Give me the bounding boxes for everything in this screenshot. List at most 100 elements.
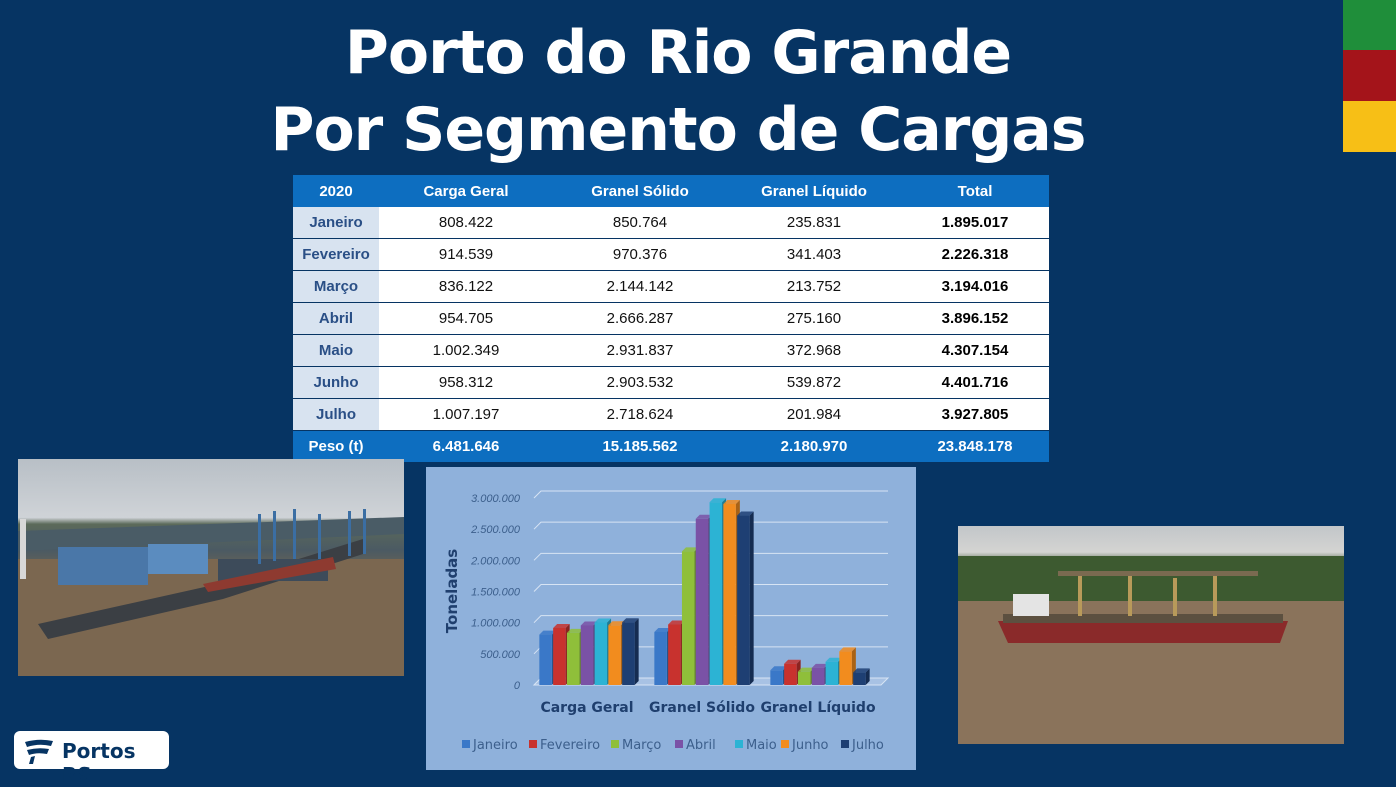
y-tick-label: 2.500.000 [470,524,521,536]
legend-label: Maio [746,738,777,753]
flag-stripe-green [1343,0,1396,50]
cell-carga-geral: 954.705 [379,302,553,335]
cell-month: Janeiro [293,207,379,239]
table-row: Janeiro 808.422 850.764 235.831 1.895.017 [293,207,1049,239]
cell-total: 3.896.152 [901,302,1049,335]
chart-svg: 0 500.000 1.000.000 1.500.000 2.000.000 2.500… [443,490,890,753]
legend-swatch [735,740,743,748]
bar-julho-0 [622,618,639,685]
cell-carga-geral: 836.122 [379,270,553,303]
cell-granel-solido: 2.144.142 [553,270,727,303]
table-row: Fevereiro 914.539 970.376 341.403 2.226.318 [293,238,1049,271]
table-row: Julho 1.007.197 2.718.624 201.984 3.927.805 [293,398,1049,431]
cell-month: Maio [293,334,379,367]
page-title-line1: Porto do Rio Grande [344,18,1012,88]
cell-granel-liquido: 201.984 [727,398,901,431]
legend-swatch [529,740,537,748]
y-axis-label: Toneladas [443,549,461,634]
cell-granel-solido: 2.931.837 [553,334,727,367]
cell-granel-liquido: 372.968 [727,334,901,367]
legend-label: Março [622,738,661,753]
cell-granel-solido: 2.903.532 [553,366,727,399]
gridline [533,521,888,530]
port-photo-illustration [18,509,404,676]
cell-month: Julho [293,398,379,431]
header-granel-solido: Granel Sólido [553,175,727,207]
cell-granel-liquido: 341.403 [727,238,901,271]
portos-rs-logo: Portos RS [14,731,169,787]
x-category-label: Carga Geral [540,700,633,716]
table-row: Junho 958.312 2.903.532 539.872 4.401.716 [293,366,1049,399]
legend-label: Fevereiro [540,738,600,753]
ship-photo-illustration [958,556,1344,744]
footer-granel-liquido: 2.180.970 [727,430,901,462]
footer-carga-geral: 6.481.646 [379,430,553,462]
gridline [533,584,888,592]
cell-total: 4.307.154 [901,334,1049,367]
cell-granel-liquido: 235.831 [727,207,901,239]
x-category-label: Granel Líquido [760,700,876,716]
table-header-row: 2020 Carga Geral Granel Sólido Granel Lí… [293,175,1049,207]
cell-total: 1.895.017 [901,207,1049,239]
bar-junho-2 [839,647,856,685]
cell-total: 2.226.318 [901,238,1049,271]
cell-carga-geral: 1.007.197 [379,398,553,431]
legend-swatch [841,740,849,748]
cell-month: Março [293,270,379,303]
bar-julho-2 [853,668,870,685]
cell-granel-liquido: 213.752 [727,270,901,303]
cell-granel-solido: 850.764 [553,207,727,239]
footer-month: Peso (t) [293,430,379,462]
cell-granel-solido: 2.718.624 [553,398,727,431]
cell-total: 3.194.016 [901,270,1049,303]
y-tick-label: 3.000.000 [471,493,521,505]
legend-label: Abril [686,738,716,753]
footer-granel-solido: 15.185.562 [553,430,727,462]
cell-carga-geral: 1.002.349 [379,334,553,367]
cell-granel-solido: 2.666.287 [553,302,727,335]
cell-total: 3.927.805 [901,398,1049,431]
legend-swatch [611,740,619,748]
flag-stripe-yellow [1343,101,1396,152]
cargo-table: 2020 Carga Geral Granel Sólido Granel Lí… [293,175,1049,462]
gridline [533,490,888,499]
cell-total: 4.401.716 [901,366,1049,399]
legend-label: Janeiro [472,738,518,753]
cell-month: Abril [293,302,379,335]
portos-rs-logo-icon [25,739,53,764]
bar-julho-1 [737,511,754,685]
y-tick-label: 1.500.000 [471,587,521,599]
cell-month: Fevereiro [293,238,379,271]
table-footer-row: Peso (t) 6.481.646 15.185.562 2.180.970 23.8… [293,430,1049,462]
port-aerial-photo [18,459,404,676]
y-tick-label: 2.000.000 [470,555,521,567]
gridline [533,552,888,561]
table-row: Abril 954.705 2.666.287 275.160 3.896.152 [293,302,1049,335]
cell-granel-solido: 970.376 [553,238,727,271]
y-tick-label: 1.000.000 [471,618,521,630]
footer-total: 23.848.178 [901,430,1049,462]
legend-swatch [781,740,789,748]
x-category-label: Granel Sólido [649,700,755,716]
y-tick-label: 500.000 [480,649,521,661]
flag-stripe-red [1343,50,1396,101]
cell-granel-liquido: 275.160 [727,302,901,335]
cell-carga-geral: 958.312 [379,366,553,399]
cell-carga-geral: 914.539 [379,238,553,271]
legend-label: Junho [791,738,829,753]
legend-swatch [675,740,683,748]
gridline [533,615,888,624]
table-row: Maio 1.002.349 2.931.837 372.968 4.307.154 [293,334,1049,367]
header-total: Total [901,175,1049,207]
cell-granel-liquido: 539.872 [727,366,901,399]
cargo-chart: 0 500.000 1.000.000 1.500.000 2.000.000 2.500… [426,467,916,770]
header-granel-liquido: Granel Líquido [727,175,901,207]
legend-swatch [462,740,470,748]
header-carga-geral: Carga Geral [379,175,553,207]
legend-label: Julho [851,738,884,753]
table-row: Março 836.122 2.144.142 213.752 3.194.016 [293,270,1049,303]
header-year: 2020 [293,175,379,207]
page-title-line2: Por Segmento de Cargas [270,95,1086,165]
portos-rs-logo-text: Portos RS [62,739,136,787]
cell-month: Junho [293,366,379,399]
